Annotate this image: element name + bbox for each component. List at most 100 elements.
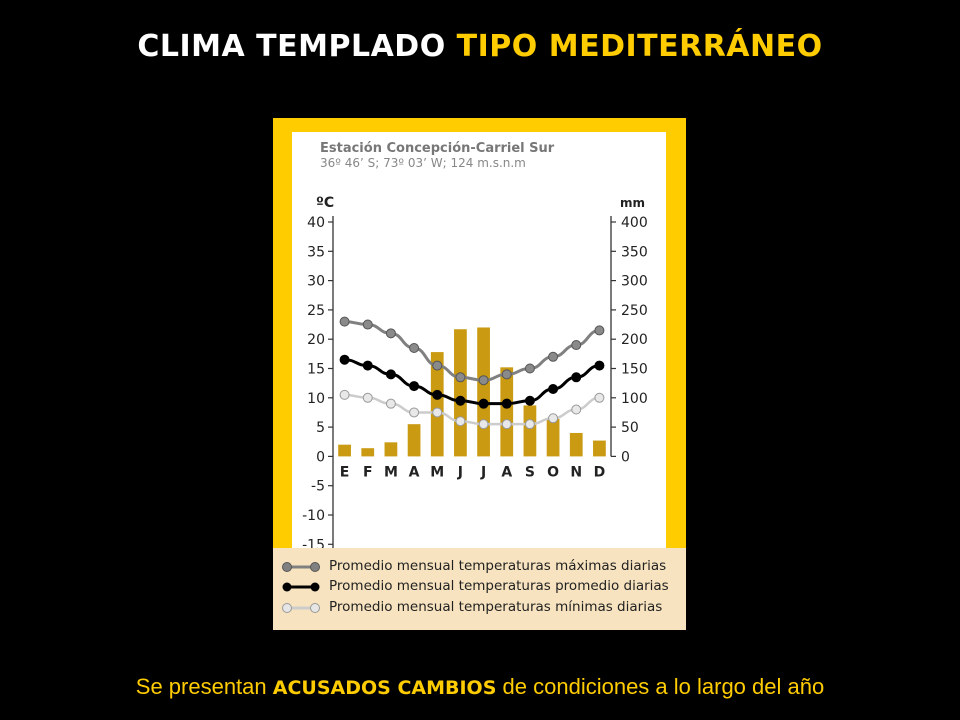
x-tick-label: A — [501, 464, 512, 480]
y-right-tick-label: 200 — [621, 332, 648, 348]
climate-figure: Estación Concepción-Carriel Sur 36º 46’ … — [273, 118, 686, 630]
series-point-avg — [594, 360, 605, 371]
x-tick-label: A — [409, 464, 420, 480]
slide-title: CLIMA TEMPLADO TIPO MEDITERRÁNEO — [0, 28, 960, 66]
series-point-avg — [571, 372, 582, 383]
y-left-tick-label: -15 — [302, 537, 325, 548]
series-point-avg — [432, 389, 443, 400]
series-point-max — [524, 363, 535, 374]
series-point-avg — [501, 398, 512, 409]
series-point-max — [432, 360, 443, 371]
series-point-avg — [409, 381, 420, 392]
y-left-tick-label: 20 — [307, 332, 325, 348]
series-point-min — [409, 407, 420, 418]
series-point-max — [478, 375, 489, 386]
y-right-tick-label: 250 — [621, 303, 648, 319]
footer-pre: Se presentan — [135, 674, 267, 699]
y-left-tick-label: 15 — [307, 362, 325, 378]
series-point-min — [478, 419, 489, 430]
series-point-max — [501, 369, 512, 380]
footer-post: de condiciones a lo largo del año — [502, 674, 825, 699]
series-point-min — [571, 404, 582, 415]
x-tick-label: D — [594, 464, 606, 480]
series-point-max — [339, 316, 350, 327]
series-point-avg — [524, 395, 535, 406]
x-tick-label: M — [384, 464, 398, 480]
y-right-tick-label: 50 — [621, 420, 639, 436]
precipitation-bar — [477, 327, 490, 457]
legend-item-max: Promedio mensual temperaturas máximas di… — [281, 557, 681, 577]
precipitation-bar — [546, 418, 560, 457]
series-point-avg — [385, 369, 396, 380]
series-line-min — [344, 393, 600, 426]
series-point-min — [594, 392, 605, 403]
y-left-label: ºC — [316, 195, 334, 211]
y-left-tick-label: 25 — [307, 303, 325, 319]
series-point-avg — [548, 384, 559, 395]
title-part-2: TIPO MEDITERRÁNEO — [456, 29, 823, 64]
series-line-avg — [344, 358, 600, 406]
chart-legend: Promedio mensual temperaturas máximas di… — [273, 548, 686, 630]
series-point-avg — [339, 354, 350, 365]
x-tick-label: F — [363, 464, 373, 480]
series-point-min — [548, 413, 559, 424]
series-point-min — [385, 398, 396, 409]
legend-item-min: Promedio mensual temperaturas mínimas di… — [281, 598, 681, 618]
slide-footer: Se presentan ACUSADOS CAMBIOS de condici… — [0, 674, 960, 700]
y-left-tick-label: 5 — [316, 420, 325, 436]
series-point-max — [571, 340, 582, 351]
y-left-tick-label: -5 — [311, 479, 325, 495]
x-tick-label: J — [457, 464, 463, 480]
y-right-tick-label: 400 — [621, 215, 648, 231]
y-right-tick-label: 100 — [621, 391, 648, 407]
y-right-tick-label: 300 — [621, 274, 648, 290]
precipitation-bar — [569, 432, 583, 457]
legend-label-max: Promedio mensual temperaturas máximas di… — [329, 558, 667, 574]
precipitation-bar — [384, 442, 398, 457]
series-point-max — [385, 328, 396, 339]
precipitation-bar — [407, 424, 421, 457]
precipitation-bar — [500, 367, 514, 457]
x-tick-label: N — [570, 464, 582, 480]
x-tick-label: O — [547, 464, 559, 480]
series-point-min — [339, 389, 350, 400]
precipitation-bar — [430, 352, 444, 457]
series-point-avg — [478, 398, 489, 409]
y-right-label: mm — [620, 196, 645, 210]
legend-item-avg: Promedio mensual temperaturas promedio d… — [281, 577, 681, 597]
series-point-avg — [455, 395, 466, 406]
series-point-max — [594, 325, 605, 336]
precipitation-bar — [454, 329, 467, 457]
x-tick-label: J — [480, 464, 486, 480]
legend-label-min: Promedio mensual temperaturas mínimas di… — [329, 599, 663, 615]
legend-swatch-min — [282, 603, 320, 613]
precipitation-bar — [523, 405, 537, 457]
climograph-chart: Estación Concepción-Carriel Sur 36º 46’ … — [302, 141, 648, 548]
y-left-tick-label: -10 — [302, 508, 325, 524]
series-point-max — [548, 351, 559, 362]
series-point-min — [524, 419, 535, 430]
legend-swatch-max — [282, 562, 320, 572]
y-left-tick-label: 10 — [307, 391, 325, 407]
series-point-max — [362, 319, 373, 330]
precipitation-bar — [361, 448, 375, 457]
footer-emphasis: ACUSADOS CAMBIOS — [272, 677, 497, 699]
y-right-tick-label: 150 — [621, 362, 648, 378]
legend-swatch-avg — [282, 582, 320, 592]
y-right-tick-label: 350 — [621, 244, 648, 260]
x-tick-label: S — [525, 464, 535, 480]
x-tick-label: M — [430, 464, 444, 480]
precipitation-bar — [593, 440, 606, 457]
legend-label-avg: Promedio mensual temperaturas promedio d… — [329, 578, 669, 594]
series-point-avg — [362, 360, 373, 371]
y-left-tick-label: 0 — [316, 449, 325, 465]
y-left-tick-label: 30 — [307, 274, 325, 290]
precipitation-bar — [338, 444, 351, 457]
series-point-min — [362, 392, 373, 403]
series-point-min — [455, 416, 466, 427]
y-right-tick-label: 0 — [621, 449, 630, 465]
series-point-max — [409, 342, 420, 353]
title-part-1: CLIMA TEMPLADO — [137, 29, 446, 64]
chart-panel: Estación Concepción-Carriel Sur 36º 46’ … — [292, 132, 666, 548]
x-tick-label: E — [340, 464, 350, 480]
